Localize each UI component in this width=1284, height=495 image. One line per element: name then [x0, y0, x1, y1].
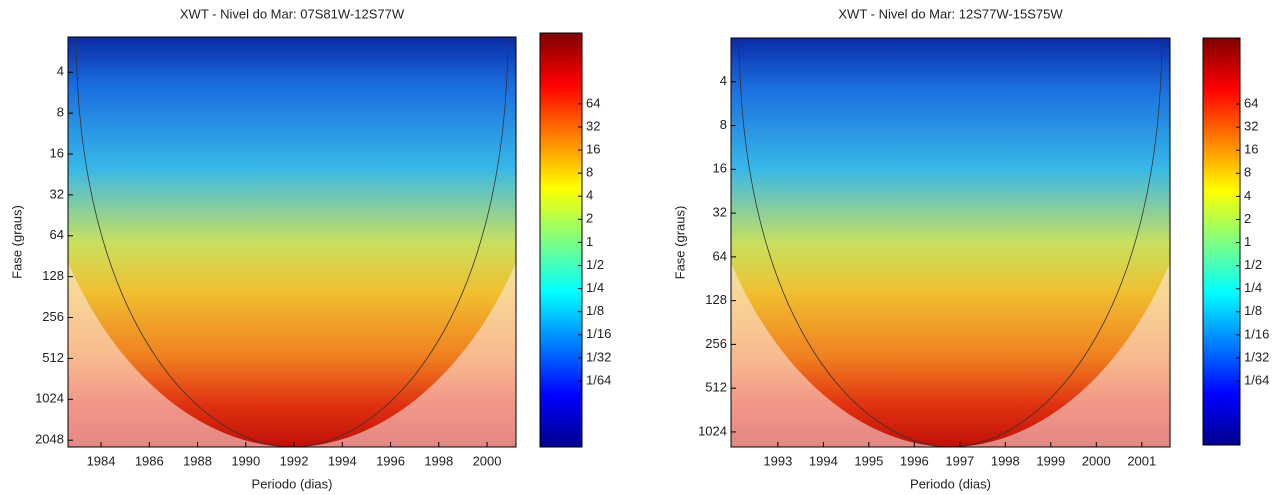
colorbar-tick-label: 1/2 [1244, 257, 1262, 272]
x-tick-label: 2000 [1082, 453, 1111, 468]
y-tick-label: 8 [720, 117, 727, 132]
colorbar-tick-label: 16 [1244, 142, 1258, 157]
x-tick-label: 1996 [900, 453, 929, 468]
x-tick-label: 1993 [763, 453, 792, 468]
colorbar-tick-label: 1/64 [586, 372, 611, 387]
y-tick-label: 512 [42, 350, 64, 365]
colorbar-tick-label: 1/8 [1244, 303, 1262, 318]
x-tick-label: 2001 [1127, 453, 1156, 468]
y-tick-label: 2048 [35, 432, 64, 447]
x-tick-label: 1994 [328, 453, 357, 468]
plot-frame [730, 37, 1171, 448]
x-tick-label: 2000 [473, 453, 502, 468]
colorbar-tick-label: 2 [586, 211, 593, 226]
y-tick-label: 16 [50, 145, 64, 160]
colorbar-tick-label: 2 [1244, 211, 1251, 226]
colorbar-tick-label: 1 [1244, 234, 1251, 249]
chart-title: XWT - Nivel do Mar: 07S81W-12S77W [180, 6, 405, 21]
colorbar-tick-label: 1/32 [1244, 349, 1269, 364]
x-tick-label: 1998 [424, 453, 453, 468]
x-tick-label: 1986 [135, 453, 164, 468]
colorbar-tick-label: 4 [586, 188, 593, 203]
x-tick-label: 1996 [376, 453, 405, 468]
y-axis-label: Fase (graus) [672, 206, 687, 280]
colorbar-tick-label: 1/16 [586, 326, 611, 341]
y-tick-label: 4 [720, 73, 727, 88]
y-tick-label: 1024 [35, 391, 64, 406]
y-tick-label: 32 [50, 186, 64, 201]
colorbar [539, 32, 583, 448]
chart-title: XWT - Nivel do Mar: 12S77W-15S75W [838, 6, 1063, 21]
colorbar-tick-label: 16 [586, 141, 600, 156]
y-tick-label: 512 [705, 380, 727, 395]
y-tick-label: 32 [713, 205, 727, 220]
y-tick-label: 16 [713, 161, 727, 176]
colorbar-tick-label: 64 [1244, 95, 1258, 110]
colorbar-tick-label: 1/8 [586, 303, 604, 318]
y-tick-label: 1024 [698, 423, 727, 438]
x-axis-label: Periodo (dias) [252, 476, 333, 491]
colorbar-tick-label: 64 [586, 95, 600, 110]
y-tick-label: 8 [57, 105, 64, 120]
colorbar-tick-label: 8 [586, 165, 593, 180]
y-tick-label: 64 [713, 248, 727, 263]
colorbar [1202, 37, 1241, 446]
x-tick-label: 1997 [945, 453, 974, 468]
colorbar-tick-label: 8 [1244, 165, 1251, 180]
colorbar-tick-label: 32 [1244, 119, 1258, 134]
colorbar-tick-label: 1/32 [586, 349, 611, 364]
colorbar-tick-label: 1 [586, 234, 593, 249]
colorbar-tick-label: 4 [1244, 188, 1251, 203]
x-tick-label: 1992 [280, 453, 309, 468]
x-tick-label: 1995 [854, 453, 883, 468]
x-tick-label: 1990 [231, 453, 260, 468]
y-axis-label: Fase (graus) [9, 205, 24, 279]
y-tick-label: 256 [42, 309, 64, 324]
y-tick-label: 128 [705, 292, 727, 307]
y-tick-label: 64 [50, 227, 64, 242]
x-tick-label: 1984 [87, 453, 116, 468]
x-tick-label: 1999 [1036, 453, 1065, 468]
x-axis-label: Periodo (dias) [910, 476, 991, 491]
y-tick-label: 128 [42, 268, 64, 283]
y-tick-label: 4 [57, 64, 64, 79]
cone-of-influence [731, 262, 1170, 447]
colorbar-tick-label: 1/16 [1244, 326, 1269, 341]
colorbar-tick-label: 1/4 [586, 280, 604, 295]
x-tick-label: 1998 [991, 453, 1020, 468]
colorbar-tick-label: 1/4 [1244, 280, 1262, 295]
x-tick-label: 1994 [809, 453, 838, 468]
colorbar-tick-label: 1/64 [1244, 372, 1269, 387]
cone-of-influence [68, 262, 516, 447]
x-tick-label: 1988 [183, 453, 212, 468]
y-tick-label: 256 [705, 336, 727, 351]
colorbar-tick-label: 32 [586, 118, 600, 133]
colorbar-tick-label: 1/2 [586, 257, 604, 272]
plot-frame [67, 36, 517, 448]
